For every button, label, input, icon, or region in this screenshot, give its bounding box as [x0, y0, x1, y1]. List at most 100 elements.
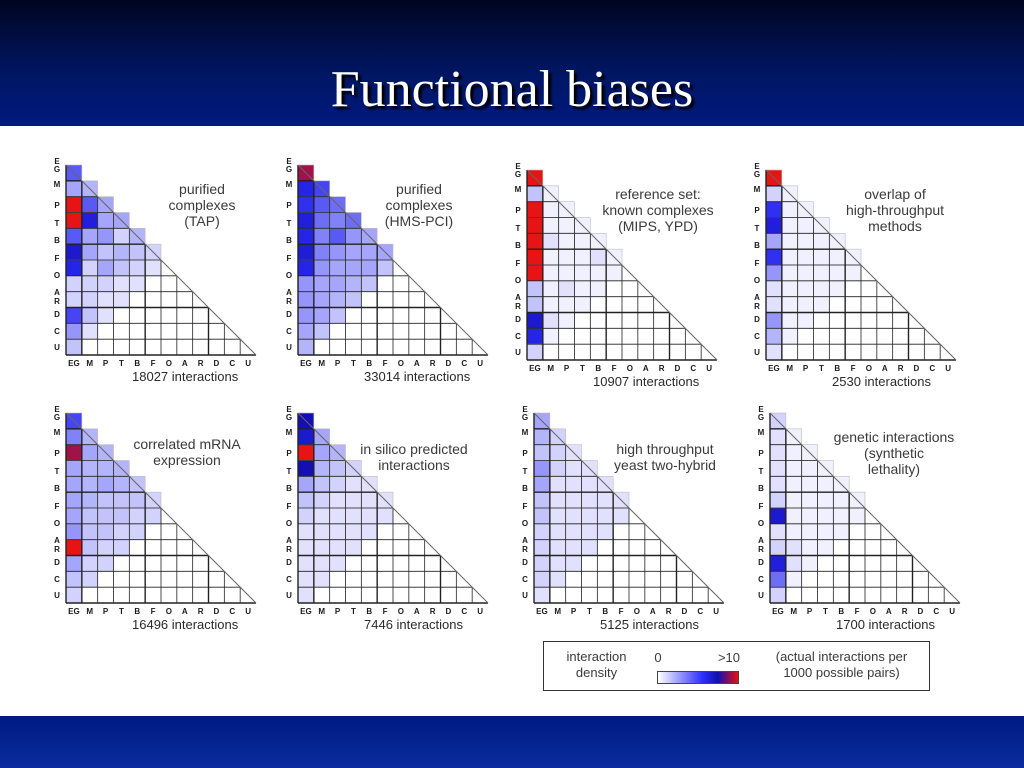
cell-r8-c3	[817, 539, 834, 556]
cell-r4-c3	[345, 476, 362, 493]
col-label: U	[477, 607, 483, 616]
cell-r6-c5	[612, 507, 630, 525]
cell-r8-c3	[113, 291, 130, 308]
row-label: C	[754, 332, 760, 341]
row-label: D	[286, 558, 292, 567]
col-label: U	[949, 607, 955, 616]
cell-r9-c1	[81, 555, 98, 572]
cell-r7-c3	[113, 523, 130, 540]
cell-r8-c3	[574, 296, 591, 313]
col-label: T	[586, 607, 592, 616]
cell-r7-c0	[65, 523, 83, 540]
row-label: A	[54, 536, 60, 545]
cell-r8-c3	[813, 296, 830, 313]
cell-r4-c2	[97, 228, 114, 245]
caption-line: (TAP)	[184, 213, 220, 229]
cell-r5-c4	[361, 243, 378, 261]
cell-r5-c4	[829, 248, 846, 266]
row-label: O	[53, 271, 61, 280]
row-label: U	[754, 348, 760, 357]
row-label: P	[286, 201, 292, 210]
cell-r11-c0	[526, 343, 544, 361]
panel-caption: high throughput yeast two-hybrid	[590, 441, 740, 473]
cell-r2-c0	[297, 196, 315, 213]
row-label: C	[515, 332, 521, 341]
row-label: C	[54, 575, 60, 584]
row-label: A	[754, 293, 760, 302]
row-label: E	[754, 162, 760, 171]
caption-line: (synthetic	[864, 445, 924, 461]
row-label: T	[286, 219, 292, 228]
row-label: E	[522, 405, 528, 414]
panel-caption: correlated mRNA expression	[107, 436, 267, 468]
col-label: B	[838, 607, 845, 616]
cell-r7-c1	[81, 275, 98, 292]
cell-r4-c2	[329, 476, 346, 493]
col-label: U	[706, 364, 712, 373]
row-label: R	[754, 302, 760, 311]
caption-line: interactions	[378, 457, 450, 473]
col-label: T	[118, 607, 124, 616]
cell-r7-c0	[765, 280, 783, 297]
cell-r3-c2	[565, 460, 582, 477]
cell-r8-c2	[97, 539, 114, 556]
cell-r10-c1	[549, 571, 566, 588]
caption-line: lethality)	[867, 461, 921, 477]
row-label: D	[54, 558, 60, 567]
row-label: R	[54, 545, 60, 554]
legend-min-label: 0	[654, 650, 662, 665]
col-label: C	[229, 607, 236, 616]
col-label: EG	[300, 359, 312, 368]
cell-r2-c1	[81, 444, 98, 461]
cell-r4-c2	[801, 476, 818, 493]
triangle-heatmap	[65, 164, 257, 356]
cell-r9-c2	[801, 555, 818, 572]
cell-r6-c3	[345, 507, 362, 525]
cell-r6-c5	[605, 264, 623, 282]
cell-r4-c3	[581, 476, 598, 493]
cell-r6-c5	[376, 507, 394, 525]
cell-r6-c4	[129, 259, 146, 277]
cell-r8-c0	[297, 291, 315, 308]
col-label: R	[658, 364, 665, 373]
cell-r6-c2	[97, 507, 114, 525]
caption-line: yeast two-hybrid	[614, 457, 716, 473]
col-label: T	[350, 607, 356, 616]
cell-r4-c0	[65, 228, 83, 245]
row-label: E	[286, 405, 292, 414]
cell-r3-c1	[781, 217, 798, 234]
cell-r8-c0	[765, 296, 783, 313]
cell-r10-c1	[542, 328, 559, 345]
cell-r4-c3	[345, 228, 362, 245]
cell-r4-c1	[785, 476, 802, 493]
col-label: R	[897, 364, 904, 373]
cell-r5-c4	[833, 491, 850, 509]
cell-r3-c1	[313, 460, 330, 477]
cell-r8-c2	[558, 296, 575, 313]
panel-caption: in silico predicted interactions	[339, 441, 489, 473]
col-label: D	[445, 359, 452, 368]
legend-note: (actual interactions per 1000 possible p…	[759, 649, 924, 681]
diagonal-edge	[765, 169, 957, 361]
cell-r5-c2	[97, 491, 114, 509]
cell-r4-c1	[81, 228, 98, 245]
cell-r6-c4	[361, 507, 378, 525]
col-label: O	[869, 607, 877, 616]
legend-label-line-2: density	[575, 665, 618, 680]
cell-r7-c4	[833, 523, 850, 540]
cell-r5-c1	[781, 248, 798, 266]
row-label: B	[286, 484, 292, 493]
row-label: F	[758, 502, 764, 511]
cell-r8-c3	[581, 539, 598, 556]
cell-r3-c0	[297, 460, 315, 477]
diagonal-edge	[297, 164, 489, 356]
cell-r7-c2	[801, 523, 818, 540]
row-label: G	[757, 413, 765, 422]
col-label: F	[150, 359, 156, 368]
col-label: R	[901, 607, 908, 616]
col-label: P	[802, 364, 809, 373]
cell-r6-c0	[65, 507, 83, 525]
cell-r6-c4	[833, 507, 850, 525]
row-label: F	[522, 502, 528, 511]
col-label: A	[181, 359, 188, 368]
